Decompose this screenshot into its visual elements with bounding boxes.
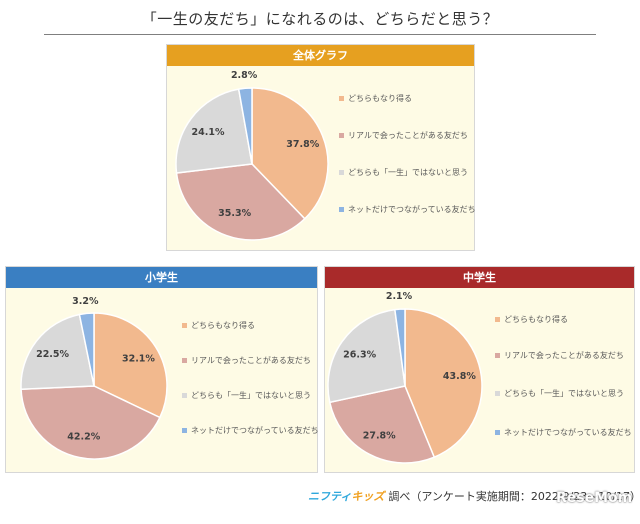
chart-panel-elementary: 小学生 32.1% 42.2% 22.5% 3.2% どちらもなり得るリアルで会ったこと…	[5, 266, 319, 473]
pie-chart-total: 37.8% 35.3% 24.1% 2.8% どちらもなり得るリアルで会ったことがある友…	[175, 70, 476, 241]
pie-slice-met-in-person	[20, 385, 161, 460]
slice-label-online-only: 3.2%	[72, 296, 99, 307]
source-text: 調べ（アンケート実施期間：2022/9/23〜10/17）	[388, 490, 640, 503]
page-title: 「一生の友だち」になれるのは、どちらだと思う？	[141, 10, 499, 28]
legend-label-both-can-be: どちらもなり得る	[191, 320, 255, 330]
chart-title-total: 全体グラフ	[167, 45, 474, 66]
legend-swatch-neither-lifelong	[182, 393, 187, 398]
legend-swatch-neither-lifelong	[339, 170, 344, 175]
legend-label-neither-lifelong: どちらも「一生」ではないと思う	[504, 388, 624, 398]
logo-kids: キッズ	[351, 490, 385, 503]
slice-label-neither-lifelong: 26.3%	[343, 350, 376, 361]
legend-swatch-online-only	[182, 428, 187, 433]
pie-slice-online-only	[237, 87, 253, 165]
pie-slice-online-only	[394, 308, 406, 387]
pie-slice-both-can-be	[404, 308, 483, 459]
legend-label-met-in-person: リアルで会ったことがある友だち	[504, 350, 624, 360]
slice-label-met-in-person: 35.3%	[218, 208, 251, 219]
legend-swatch-both-can-be	[339, 96, 344, 101]
slice-label-both-can-be: 43.8%	[443, 371, 476, 382]
legend-label-met-in-person: リアルで会ったことがある友だち	[191, 355, 311, 365]
legend-label-online-only: ネットだけでつながっている友だち	[348, 204, 476, 214]
pie-chart-junior-high: 43.8% 27.8% 26.3% 2.1% どちらもなり得るリアルで会ったことがある友…	[327, 291, 632, 464]
slice-label-met-in-person: 42.2%	[67, 432, 100, 443]
legend-swatch-online-only	[495, 430, 500, 435]
chart-title-junior-high: 中学生	[325, 267, 634, 288]
source-footer: ニフティキッズ 調べ（アンケート実施期間：2022/9/23〜10/17）	[308, 488, 640, 504]
title-divider	[44, 34, 596, 35]
pie-chart-elementary: 32.1% 42.2% 22.5% 3.2% どちらもなり得るリアルで会ったことがある友…	[20, 296, 319, 460]
slice-label-both-can-be: 32.1%	[122, 353, 155, 364]
legend-label-both-can-be: どちらもなり得る	[348, 93, 412, 103]
slice-label-neither-lifelong: 22.5%	[36, 349, 69, 360]
pie-slice-both-can-be	[251, 87, 329, 220]
legend-label-neither-lifelong: どちらも「一生」ではないと思う	[191, 390, 311, 400]
chart-title-elementary: 小学生	[6, 267, 317, 288]
legend-swatch-both-can-be	[182, 323, 187, 328]
legend-swatch-met-in-person	[495, 353, 500, 358]
legend-swatch-both-can-be	[495, 317, 500, 322]
pie-slice-met-in-person	[175, 163, 306, 241]
slice-label-both-can-be: 37.8%	[286, 139, 319, 150]
legend-label-online-only: ネットだけでつながっている友だち	[504, 427, 632, 437]
pie-slice-neither-lifelong	[175, 88, 253, 174]
legend-swatch-met-in-person	[339, 133, 344, 138]
chart-panel-total: 全体グラフ 37.8% 35.3% 24.1% 2.8% どちらもなり得るリアルで会った…	[166, 44, 476, 251]
slice-label-online-only: 2.8%	[231, 70, 258, 81]
legend-swatch-online-only	[339, 207, 344, 212]
legend-label-both-can-be: どちらもなり得る	[504, 314, 568, 324]
legend-label-neither-lifelong: どちらも「一生」ではないと思う	[348, 167, 468, 177]
chart-panel-junior-high: 中学生 43.8% 27.8% 26.3% 2.1% どちらもなり得るリアルで会ったこと…	[324, 266, 635, 473]
slice-label-neither-lifelong: 24.1%	[192, 127, 225, 138]
pie-slice-neither-lifelong	[20, 313, 95, 390]
watermark-logo: ReseMom	[556, 490, 633, 506]
pie-slice-neither-lifelong	[327, 308, 406, 404]
legend-swatch-met-in-person	[182, 358, 187, 363]
pie-slice-both-can-be	[93, 312, 168, 419]
slice-label-online-only: 2.1%	[386, 291, 413, 302]
legend-label-met-in-person: リアルで会ったことがある友だち	[348, 130, 468, 140]
slice-label-met-in-person: 27.8%	[363, 431, 396, 442]
pie-slice-online-only	[78, 312, 95, 387]
logo-nifty: ニフティ	[308, 490, 352, 503]
legend-swatch-neither-lifelong	[495, 391, 500, 396]
pie-slice-met-in-person	[328, 385, 436, 464]
legend-label-online-only: ネットだけでつながっている友だち	[191, 425, 319, 435]
